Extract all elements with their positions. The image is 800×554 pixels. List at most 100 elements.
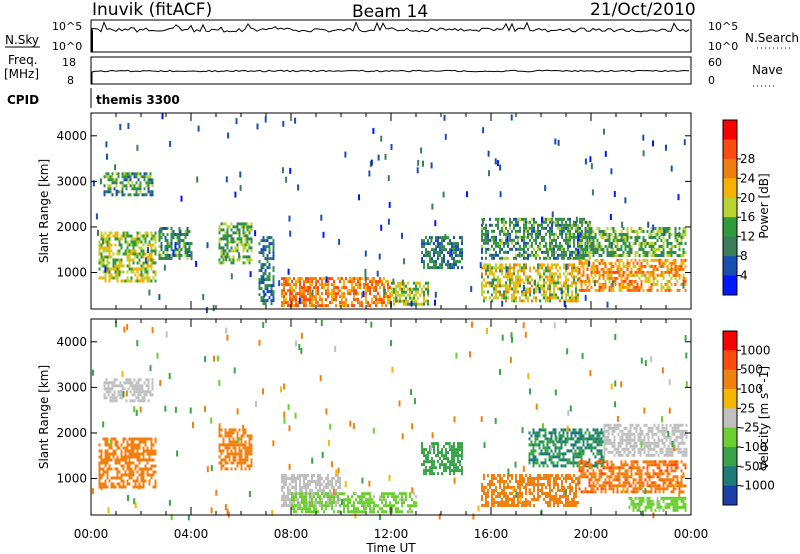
echo-cell: [134, 464, 137, 468]
echo-cell: [531, 223, 533, 227]
echo-cell: [230, 443, 233, 447]
echo-cell: [553, 296, 555, 300]
echo-cell: [427, 293, 429, 297]
echo-cell: [105, 381, 108, 385]
echo-cell: [503, 244, 505, 248]
echo-cell: [307, 510, 309, 514]
echo-cell: [654, 242, 657, 245]
echo-cell: [547, 501, 549, 504]
echo-cell: [447, 451, 449, 455]
echo-cell: [543, 272, 545, 276]
echo-cell: [634, 285, 637, 289]
echo-cell: [547, 256, 549, 260]
echo-cell: [505, 284, 507, 288]
echo-cell: [285, 501, 287, 504]
echo-cell: [329, 489, 331, 492]
echo-cell: [650, 258, 653, 262]
echo-cell: [299, 507, 301, 511]
echo-cell: [519, 266, 521, 270]
echo-cell: [287, 277, 289, 281]
echo-cell: [573, 281, 575, 285]
echo-cell: [646, 242, 649, 245]
echo-cell: [329, 498, 331, 502]
echo-cell: [99, 178, 102, 185]
echo-cell: [104, 470, 107, 474]
echo-cell: [295, 295, 297, 299]
echo-cell: [106, 440, 109, 444]
echo-cell: [640, 282, 643, 286]
echo-cell: [138, 252, 141, 256]
echo-cell: [339, 486, 341, 489]
echo-cell: [130, 276, 133, 280]
echo-cell: [146, 267, 149, 271]
echo-cell: [105, 175, 108, 179]
echo-cell: [106, 473, 109, 477]
echo-cell: [303, 301, 305, 305]
echo-cell: [299, 295, 301, 299]
echo-cell: [297, 292, 299, 296]
echo-cell: [262, 254, 265, 258]
echo-cell: [387, 175, 390, 182]
echo-cell: [560, 437, 563, 441]
echo-cell: [642, 270, 645, 274]
echo-cell: [120, 237, 123, 241]
echo-cell: [295, 492, 297, 496]
echo-cell: [126, 449, 129, 453]
echo-cell: [150, 464, 153, 468]
echo-cell: [329, 495, 331, 499]
echo-cell: [268, 242, 271, 246]
echo-cell: [517, 263, 519, 267]
echo-cell: [682, 236, 685, 239]
echo-cell: [586, 288, 589, 292]
echo-cell: [387, 218, 390, 225]
echo-cell: [563, 223, 565, 227]
echo-cell: [327, 495, 329, 499]
echo-cell: [242, 243, 245, 247]
echo-cell: [250, 443, 253, 447]
echo-cell: [248, 440, 251, 444]
echo-cell: [188, 247, 191, 253]
echo-cell: [315, 498, 317, 502]
echo-cell: [545, 226, 547, 230]
echo-cell: [515, 235, 517, 239]
echo-cell: [485, 272, 487, 276]
echo-cell: [303, 498, 305, 502]
echo-cell: [592, 239, 595, 242]
echo-cell: [120, 279, 123, 283]
echo-cell: [594, 437, 597, 441]
echo-cell: [329, 292, 331, 296]
echo-cell: [228, 446, 231, 450]
y-tick-label: 2000: [56, 220, 87, 234]
echo-cell: [561, 296, 563, 300]
echo-cell: [596, 239, 599, 242]
echo-cell: [545, 244, 547, 248]
echo-cell: [525, 256, 527, 260]
echo-cell: [588, 233, 591, 236]
echo-cell: [592, 434, 595, 438]
echo-cell: [544, 461, 547, 465]
echo-cell: [656, 239, 659, 242]
echo-cell: [108, 458, 111, 462]
echo-cell: [333, 289, 335, 293]
echo-cell: [126, 446, 129, 450]
echo-cell: [222, 222, 225, 226]
echo-cell: [108, 267, 111, 271]
echo-cell: [606, 233, 609, 236]
echo-cell: [109, 184, 112, 188]
echo-cell: [650, 282, 653, 286]
echo-cell: [291, 280, 293, 284]
echo-cell: [507, 290, 509, 294]
echo-cell: [299, 289, 301, 293]
echo-cell: [291, 474, 293, 477]
echo-cell: [409, 293, 411, 297]
echo-cell: [130, 437, 133, 441]
echo-cell: [121, 172, 124, 176]
echo-cell: [523, 281, 525, 285]
echo-cell: [455, 454, 457, 458]
echo-cell: [114, 458, 117, 462]
echo-cell: [577, 244, 579, 248]
echo-cell: [565, 498, 567, 501]
echo-cell: [146, 279, 149, 283]
echo-cell: [423, 472, 425, 476]
